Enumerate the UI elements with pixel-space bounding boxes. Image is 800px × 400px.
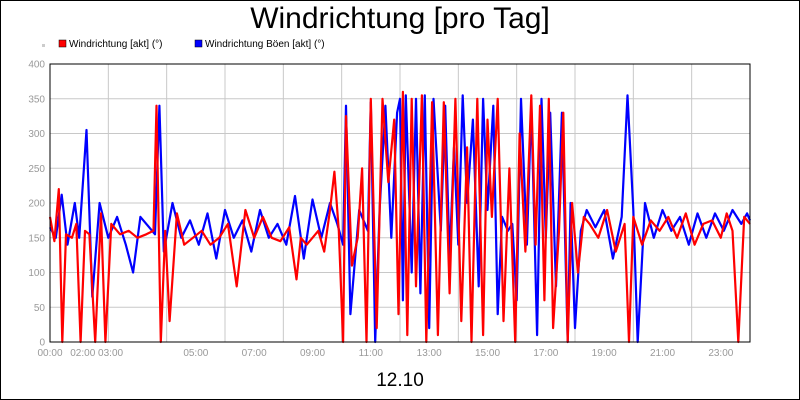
x-tick-label: 05:00 (183, 348, 208, 359)
y-tick-label: 100 (28, 268, 45, 279)
chart-title: Windrichtung [pro Tag] (250, 2, 550, 35)
y-tick-label: 50 (34, 303, 46, 314)
y-tick-label: 0 (39, 338, 45, 349)
y-tick-label: 200 (28, 199, 45, 210)
legend-swatch-blue (194, 39, 203, 48)
date-label: 12.10 (376, 370, 424, 391)
x-tick-label: 11:00 (359, 348, 384, 359)
x-tick-label: 13:00 (417, 348, 442, 359)
x-tick-label: 21:00 (650, 348, 675, 359)
series-lines (48, 90, 752, 344)
y-tick-label: 300 (28, 129, 45, 140)
y-tick-label: 400 (28, 60, 45, 71)
x-tick-label: 19:00 (592, 348, 617, 359)
y-tick-label: 250 (28, 164, 45, 175)
legend-label-wind-direction: Windrichtung [akt] (°) (69, 39, 162, 50)
plot-area-border (49, 63, 751, 343)
y-tick-label: 150 (28, 233, 45, 244)
x-tick-label: 00:00 (37, 348, 62, 359)
x-axis-ticks: 00:00 02:00 03:00 05:00 07:00 09:00 11:00 13:0… (37, 348, 733, 359)
x-tick-label: 15:00 (475, 348, 500, 359)
series-line-wind-direction (48, 90, 751, 344)
x-tick-label: 09:00 (300, 348, 325, 359)
x-tick-label: 23:00 (708, 348, 733, 359)
y-tick-label: 350 (28, 94, 45, 105)
x-tick-label: 07:00 (242, 348, 267, 359)
x-tick-label: 17:00 (533, 348, 558, 359)
legend-marker-dot (42, 44, 45, 47)
y-axis-ticks: 0 50 100 150 200 250 300 350 400 (28, 60, 45, 349)
legend-label-gust-direction: Windrichtung Böen [akt] (°) (205, 39, 325, 50)
x-tick-label: 02:00 03:00 (70, 348, 123, 359)
legend-swatch-red (58, 39, 67, 48)
